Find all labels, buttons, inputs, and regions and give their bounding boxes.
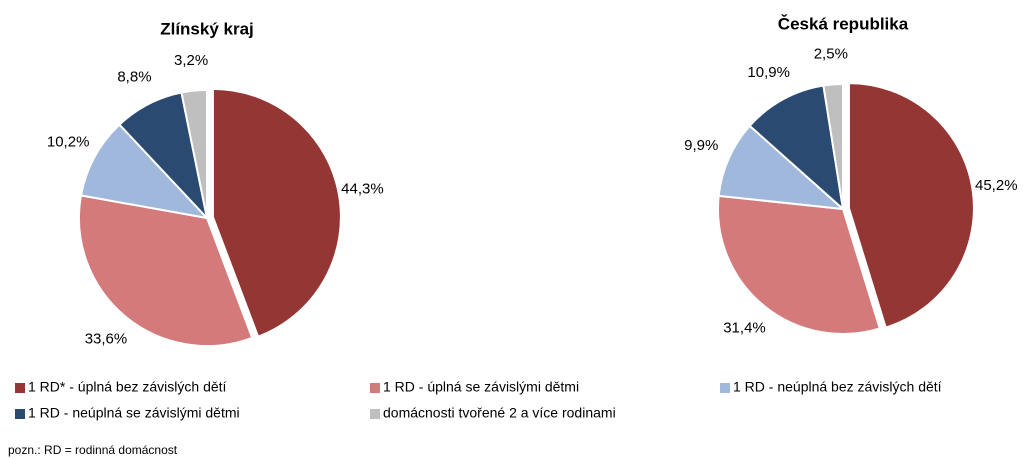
chart-title: Zlínský kraj	[160, 19, 254, 38]
pie-slice	[822, 82, 844, 210]
pie-slice	[717, 194, 882, 335]
legend-swatch	[720, 383, 730, 393]
pie-slice	[79, 123, 210, 220]
chart-title: Česká republika	[778, 14, 909, 33]
legend-swatch	[370, 383, 380, 393]
pie-slice	[847, 82, 975, 329]
legend-swatch	[15, 383, 25, 393]
data-label: 44,3%	[341, 181, 384, 198]
data-label: 8,8%	[117, 69, 151, 86]
legend-label: domácnosti tvořené 2 a více rodinami	[383, 405, 616, 421]
legend-swatch	[370, 409, 380, 419]
pie-slice	[211, 87, 342, 338]
legend-label: 1 RD - neúplná bez závislých dětí	[733, 379, 942, 395]
data-label: 3,2%	[174, 52, 208, 69]
data-label: 31,4%	[723, 320, 766, 337]
data-label: 10,2%	[47, 134, 90, 151]
legend-label: 1 RD - úplná se závislými dětmi	[383, 379, 579, 395]
legend-label: 1 RD - neúplná se závislými dětmi	[28, 405, 240, 421]
data-label: 10,9%	[747, 64, 790, 81]
data-label: 45,2%	[975, 177, 1018, 194]
note: pozn.: RD = rodinná domácnost	[8, 443, 178, 457]
data-label: 2,5%	[814, 45, 848, 62]
pie-slice	[180, 88, 208, 219]
data-label: 9,9%	[684, 137, 718, 154]
pie-slice	[717, 124, 846, 211]
legend-swatch	[15, 409, 25, 419]
data-label: 33,6%	[85, 330, 128, 347]
pie-slice	[748, 84, 845, 212]
pie-slice	[78, 194, 254, 347]
legend-label: 1 RD* - úplná bez závislých dětí	[28, 379, 227, 395]
